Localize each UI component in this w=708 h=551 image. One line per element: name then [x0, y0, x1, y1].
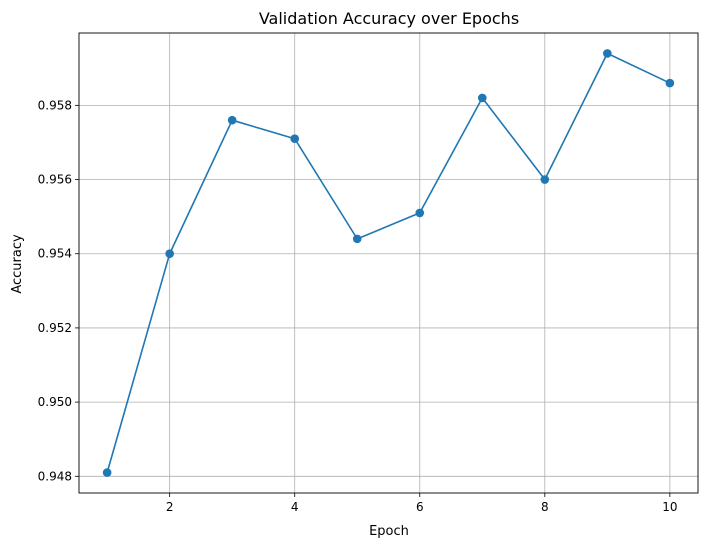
grid [79, 33, 698, 493]
x-tick-label: 4 [291, 500, 299, 514]
data-point [477, 93, 487, 103]
y-tick-label: 0.950 [38, 395, 72, 409]
data-point [665, 78, 675, 88]
x-tick-label: 6 [416, 500, 424, 514]
axes: 2 4 6 8 10 0.948 0.950 0.952 0.954 0.956 0.958 [38, 32, 699, 514]
x-tick-label: 2 [166, 500, 174, 514]
x-tick-label: 8 [541, 500, 549, 514]
data-point [540, 175, 550, 184]
y-tick-label: 0.956 [38, 173, 72, 187]
data-point [102, 468, 112, 477]
y-tick-label: 0.952 [38, 321, 72, 335]
data-point [227, 115, 237, 125]
data-point [415, 208, 425, 218]
chart-title: Validation Accuracy over Epochs [259, 9, 519, 28]
x-tick-label: 10 [662, 500, 677, 514]
y-tick-label: 0.954 [38, 247, 72, 261]
plot-frame [78, 32, 699, 494]
data-point [352, 234, 362, 244]
series [102, 49, 675, 477]
y-axis-label: Accuracy [10, 234, 25, 294]
data-point [603, 49, 612, 58]
series-line [106, 52, 671, 473]
data-point [290, 134, 300, 144]
y-tick-label: 0.958 [38, 98, 72, 112]
data-point [165, 249, 174, 259]
y-tick-label: 0.948 [38, 469, 72, 483]
x-axis-label: Epoch [369, 524, 409, 539]
